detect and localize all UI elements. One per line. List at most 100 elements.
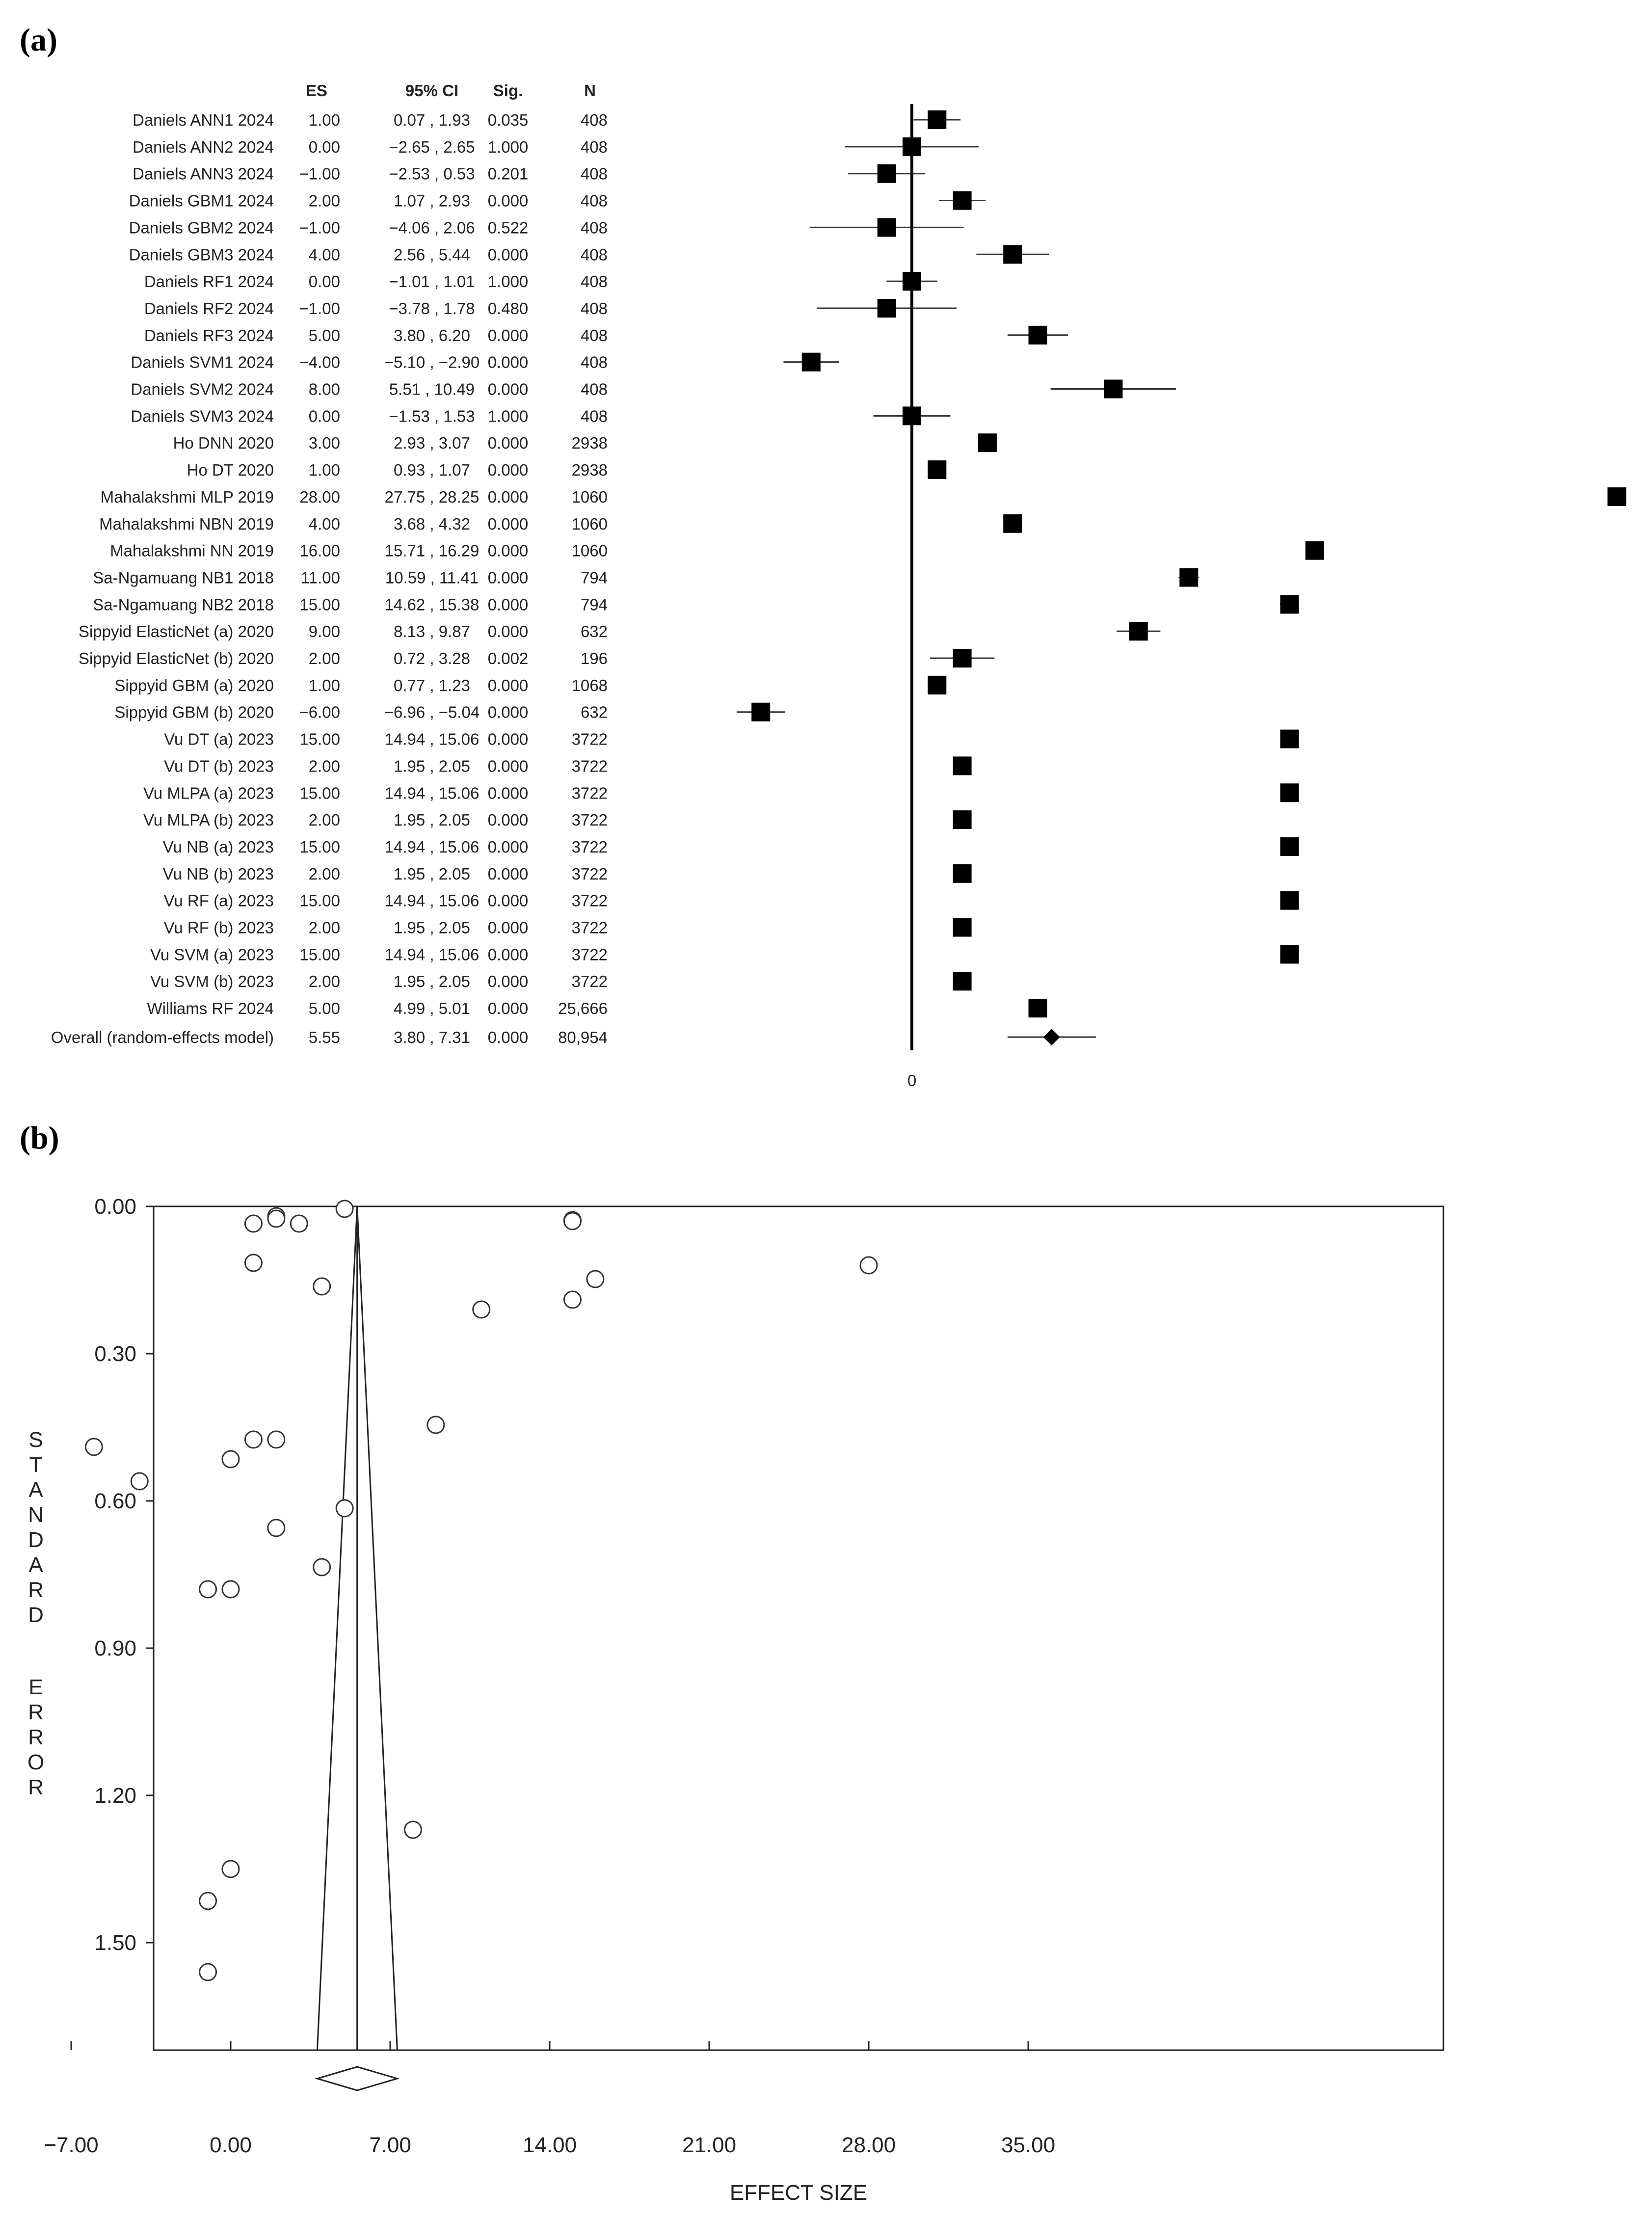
study-label: Vu RF (a) 2023 — [164, 892, 274, 910]
ci-value: 3.80 , 7.31 — [394, 1028, 470, 1046]
study-point — [244, 1214, 263, 1233]
effect-square — [953, 649, 972, 668]
funnel-x-axis-label: EFFECT SIZE — [730, 2181, 867, 2205]
es-value: 28.00 — [299, 488, 340, 506]
study-point — [586, 1270, 605, 1288]
funnel-left-boundary — [316, 1206, 358, 2051]
header-ci: 95% CI — [405, 81, 458, 100]
effect-square — [953, 810, 972, 829]
x-tick-label: 0.00 — [210, 2133, 252, 2157]
y-label-letter: T — [29, 1453, 43, 1477]
ci-value: 2.93 , 3.07 — [394, 434, 470, 452]
effect-square — [1607, 487, 1626, 506]
study-point — [221, 1450, 240, 1469]
ci-value: 5.51 , 10.49 — [389, 380, 475, 399]
sig-value: 1.000 — [488, 407, 529, 425]
n-value: 3722 — [572, 838, 608, 856]
es-value: 3.00 — [309, 434, 340, 452]
n-value: 408 — [581, 111, 608, 129]
study-point — [267, 1430, 286, 1449]
ci-value: 1.95 , 2.05 — [394, 972, 470, 990]
study-point — [313, 1558, 331, 1576]
study-point — [84, 1438, 103, 1456]
y-label-letter: E — [28, 1675, 43, 1699]
study-label: Sa-Ngamuang NB1 2018 — [93, 568, 274, 587]
study-label: Sa-Ngamuang NB2 2018 — [93, 595, 274, 614]
es-value: 4.00 — [309, 245, 340, 264]
n-value: 408 — [581, 326, 608, 345]
header-sig: Sig. — [493, 81, 523, 100]
effect-square — [928, 110, 947, 129]
es-value: 15.00 — [299, 838, 340, 856]
study-label: Daniels RF3 2024 — [144, 326, 274, 345]
effect-square — [978, 433, 997, 453]
y-tick-label: 0.90 — [94, 1636, 136, 1660]
es-value: 15.00 — [299, 892, 340, 910]
sig-value: 0.000 — [488, 892, 529, 910]
study-point — [221, 1580, 240, 1599]
study-point — [313, 1277, 331, 1296]
study-point — [199, 1892, 217, 1910]
es-value: 15.00 — [299, 730, 340, 748]
study-point — [859, 1256, 878, 1275]
es-value: −1.00 — [299, 165, 341, 183]
ci-value: 1.95 , 2.05 — [394, 865, 470, 883]
effect-square — [953, 191, 972, 210]
study-label: Sippyid GBM (b) 2020 — [114, 703, 274, 721]
study-point — [472, 1300, 491, 1319]
n-value: 3722 — [572, 945, 608, 963]
n-value: 408 — [581, 165, 608, 183]
n-value: 3722 — [572, 919, 608, 937]
effect-square — [1280, 945, 1299, 964]
study-label: Sippyid ElasticNet (b) 2020 — [79, 649, 274, 668]
effect-square — [1028, 999, 1047, 1018]
header-es: ES — [306, 81, 327, 100]
es-value: 5.00 — [309, 999, 340, 1017]
study-label: Daniels SVM2 2024 — [131, 380, 274, 399]
n-value: 408 — [581, 299, 608, 318]
n-value: 408 — [581, 353, 608, 372]
study-point — [221, 1860, 240, 1878]
es-value: 9.00 — [309, 622, 340, 641]
sig-value: 0.000 — [488, 919, 529, 937]
pooled-estimate-diamond — [315, 2066, 400, 2091]
es-value: 15.00 — [299, 595, 340, 614]
es-value: 8.00 — [309, 380, 340, 399]
study-label: Vu RF (b) 2023 — [164, 919, 274, 937]
es-value: 2.00 — [309, 972, 340, 990]
y-label-letter: N — [28, 1503, 44, 1527]
ci-value: 27.75 , 28.25 — [385, 488, 480, 506]
header-n: N — [584, 81, 596, 100]
study-point — [290, 1214, 308, 1233]
study-point — [267, 1209, 286, 1228]
ci-value: −3.78 , 1.78 — [389, 299, 475, 318]
n-value: 196 — [581, 649, 608, 668]
ci-value: 3.80 , 6.20 — [394, 326, 470, 345]
es-value: 0.00 — [309, 138, 340, 156]
study-label: Vu MLPA (a) 2023 — [143, 784, 274, 802]
effect-square — [1003, 514, 1022, 533]
study-label: Daniels RF1 2024 — [144, 272, 274, 291]
ci-value: 14.94 , 15.06 — [385, 730, 480, 748]
sig-value: 1.000 — [488, 272, 529, 291]
sig-value: 0.000 — [488, 703, 529, 721]
effect-square — [928, 460, 947, 480]
sig-value: 0.000 — [488, 972, 529, 990]
study-point — [335, 1499, 354, 1518]
es-value: 11.00 — [301, 568, 340, 587]
n-value: 1060 — [572, 488, 608, 506]
ci-value: 8.13 , 9.87 — [394, 622, 470, 641]
sig-value: 0.000 — [488, 676, 529, 694]
sig-value: 0.000 — [488, 380, 529, 399]
panel-a-label: (a) — [20, 22, 57, 58]
study-label: Daniels GBM2 2024 — [129, 218, 274, 237]
sig-value: 0.000 — [488, 784, 529, 802]
ci-value: −2.65 , 2.65 — [389, 138, 475, 156]
effect-square — [1280, 729, 1299, 748]
n-value: 794 — [581, 595, 608, 614]
x-tick-label: −7.00 — [44, 2133, 98, 2157]
x-tick-label: 14.00 — [523, 2133, 577, 2157]
